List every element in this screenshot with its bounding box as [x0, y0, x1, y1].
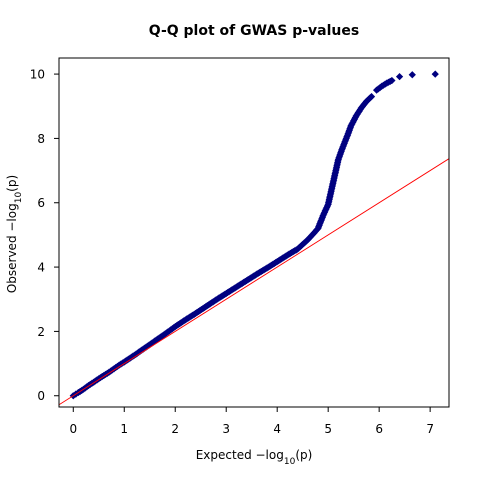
x-axis-label-suffix: (p) [295, 448, 312, 462]
reference-line [59, 158, 449, 406]
data-point [388, 76, 396, 85]
axes: 0 1 2 3 4 5 6 7 0 2 4 6 8 10 [30, 57, 450, 436]
x-tick-label: 4 [273, 422, 281, 436]
y-tick-label: 0 [37, 389, 45, 403]
y-axis-label-subscript: 10 [14, 192, 24, 204]
y-tick-label: 2 [37, 325, 45, 339]
x-tick-label: 0 [69, 422, 77, 436]
y-tick-label: 6 [37, 196, 45, 210]
x-tick-label: 5 [324, 422, 332, 436]
plot-area [59, 70, 449, 406]
x-tick-label: 3 [222, 422, 230, 436]
x-tick-label: 1 [120, 422, 128, 436]
data-point [431, 70, 439, 78]
y-axis-label: Observed −log10(p) [5, 175, 24, 293]
y-tick-label: 10 [30, 68, 45, 82]
plot-frame [58, 57, 450, 408]
y-axis-label-prefix: Observed −log [5, 203, 19, 293]
data-point [367, 92, 376, 101]
x-tick-label: 6 [375, 422, 383, 436]
x-tick-label: 7 [426, 422, 434, 436]
data-point [395, 73, 404, 81]
y-tick-label: 8 [37, 132, 45, 146]
chart-title: Q-Q plot of GWAS p-values [149, 23, 359, 39]
y-axis-label-suffix: (p) [5, 175, 19, 192]
data-point [408, 71, 416, 79]
x-axis-label-subscript: 10 [284, 457, 296, 467]
data-points [69, 70, 439, 400]
x-axis-label-prefix: Expected −log [196, 448, 284, 462]
x-axis-label: Expected −log10(p) [196, 448, 313, 467]
y-tick-label: 4 [37, 261, 45, 275]
x-tick-label: 2 [171, 422, 179, 436]
